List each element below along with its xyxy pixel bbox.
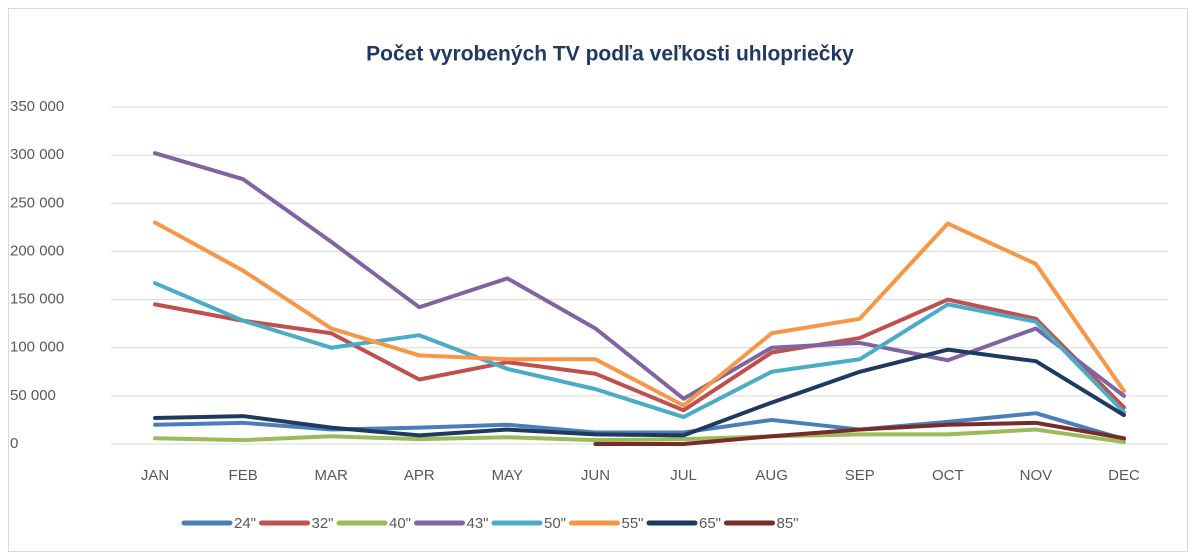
x-tick-label: SEP	[845, 467, 875, 484]
x-tick-label: APR	[404, 467, 435, 484]
x-tick-label: OCT	[932, 467, 964, 484]
legend-label: 24"	[234, 515, 256, 532]
chart-title: Počet vyrobených TV podľa veľkosti uhlop…	[366, 43, 854, 66]
legend-label: 32"	[312, 515, 334, 532]
y-tick-label: 100 000	[10, 339, 64, 356]
y-tick-label: 0	[10, 435, 18, 452]
y-tick-label: 150 000	[10, 291, 64, 308]
x-tick-label: JUL	[670, 467, 697, 484]
series-line	[153, 151, 1126, 401]
series-line	[153, 220, 1126, 408]
x-tick-label: AUG	[755, 467, 788, 484]
legend-label: 43"	[467, 515, 489, 532]
legend-label: 55"	[622, 515, 644, 532]
series-line	[153, 411, 1126, 442]
y-tick-label: 350 000	[10, 98, 64, 115]
series-line	[153, 281, 1126, 420]
legend-label: 40"	[389, 515, 411, 532]
x-tick-label: MAY	[492, 467, 523, 484]
y-tick-label: 200 000	[10, 242, 64, 259]
legend-label: 65"	[699, 515, 721, 532]
series-line	[153, 297, 1126, 413]
x-tick-label: JAN	[141, 467, 169, 484]
legend-label: 85"	[777, 515, 799, 532]
series-line	[153, 347, 1126, 438]
x-tick-label: NOV	[1020, 467, 1053, 484]
x-tick-label: FEB	[229, 467, 258, 484]
series-line	[593, 420, 1126, 446]
y-tick-label: 300 000	[10, 146, 64, 163]
x-tick-label: JUN	[581, 467, 610, 484]
x-tick-label: DEC	[1108, 467, 1140, 484]
y-tick-label: 250 000	[10, 194, 64, 211]
x-tick-label: MAR	[315, 467, 349, 484]
series-line	[153, 427, 1126, 445]
y-tick-label: 50 000	[10, 387, 56, 404]
chart-frame	[8, 8, 1188, 552]
legend-label: 50"	[544, 515, 566, 532]
